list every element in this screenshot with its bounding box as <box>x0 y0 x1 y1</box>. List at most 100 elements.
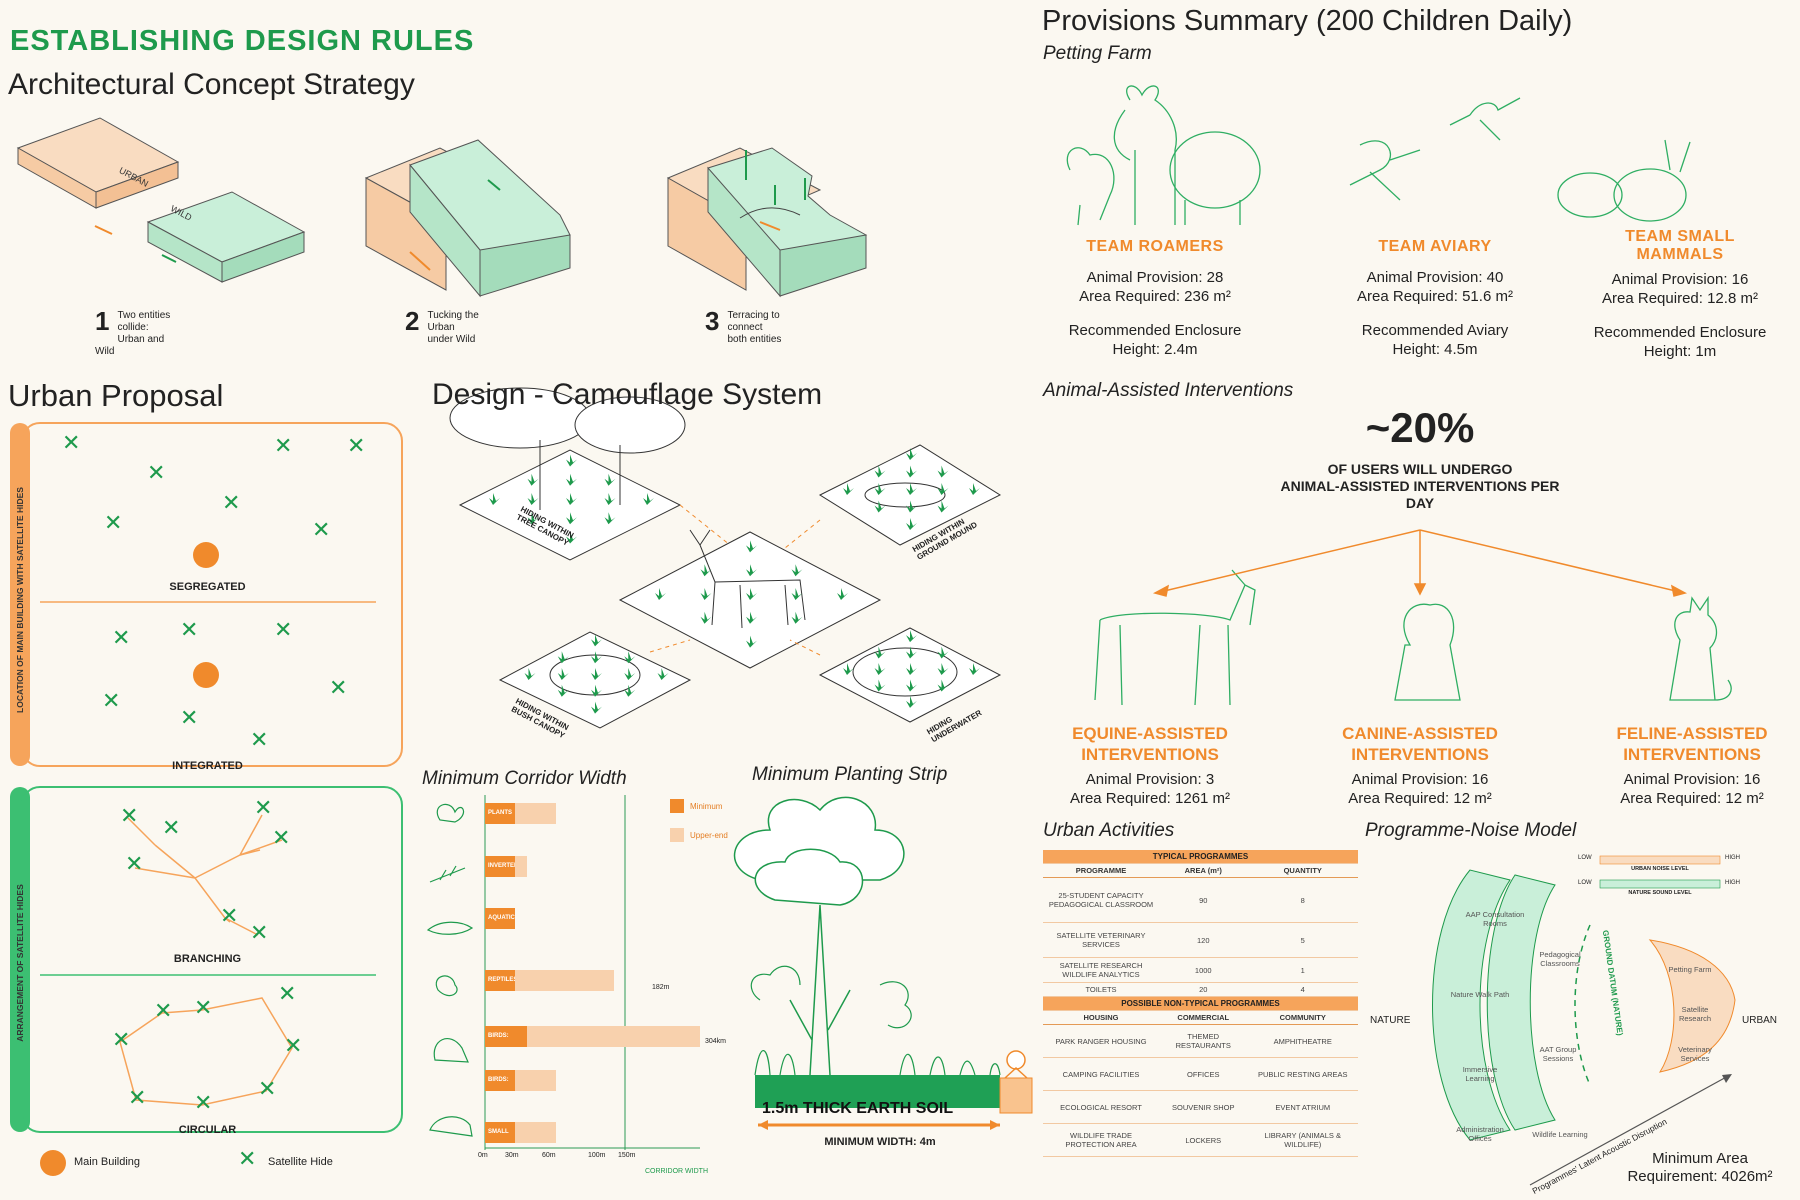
tick-label: 100m <box>588 1152 606 1159</box>
soil-label: 1.5m THICK EARTH SOIL <box>762 1100 954 1117</box>
team-roamers: TEAM ROAMERS Animal Provision: 28 Area R… <box>1040 238 1270 359</box>
aai-arrows <box>1152 529 1688 597</box>
aai-name: FELINE-ASSISTED <box>1616 724 1768 743</box>
concept-step-1: 1 Two entities collide: Urban and Wild <box>95 306 182 358</box>
bar-label-304: 304km <box>705 1038 727 1045</box>
legend-upper-label: Upper-end <box>690 831 728 840</box>
satellite-hide-icon: ✕ <box>222 490 241 515</box>
panel-branching-label: BRANCHING <box>173 953 242 965</box>
corridor-icons <box>426 803 474 1137</box>
main-building-dot <box>193 542 219 568</box>
concept-title: Architectural Concept Strategy <box>8 68 415 101</box>
aai-desc-line: ANIMAL-ASSISTED INTERVENTIONS PER <box>1280 478 1560 494</box>
satellite-hide-icon: ✕ <box>147 460 166 485</box>
nature-side-label: NATURE <box>1370 1015 1411 1026</box>
planting-strip-illustration <box>733 796 1033 1130</box>
satellite-hide-icon: ✕ <box>180 705 199 730</box>
aai-provision: Animal Provision: 16 <box>1623 771 1761 788</box>
satellite-hide-icon: ✕ <box>112 625 131 650</box>
col-header: PROGRAMME <box>1043 863 1159 878</box>
bar-minimum: PLANTS <box>485 803 515 824</box>
table-row: SATELLITE RESEARCH WILDLIFE ANALYTICS 100… <box>1043 957 1358 983</box>
satellite-hide-icon: ✕ <box>162 815 181 840</box>
team-height: Height: 4.5m <box>1392 341 1478 358</box>
aai-equine: EQUINE-ASSISTED INTERVENTIONS Animal Pro… <box>1030 723 1270 808</box>
bar-label-182: 182m <box>652 984 670 991</box>
step-number: 2 <box>405 306 420 336</box>
tick-label: 0m <box>478 1152 488 1159</box>
provisions-title: Provisions Summary (200 Children Daily) <box>1042 5 1573 37</box>
aai-area: Area Required: 12 m² <box>1348 790 1492 807</box>
col-header: COMMERCIAL <box>1159 1010 1248 1025</box>
programme-label: Administration Offices <box>1456 1125 1504 1143</box>
step-text: under Wild <box>427 334 476 345</box>
team-recommendation: Recommended Enclosure <box>1593 324 1767 341</box>
table-row: 25-STUDENT CAPACITY PEDAGOGICAL CLASSROO… <box>1043 877 1358 923</box>
aai-name-line2: INTERVENTIONS <box>1351 745 1489 764</box>
corridor-axis-title: CORRIDOR WIDTH <box>645 1168 708 1175</box>
bar-upper <box>485 970 614 991</box>
satellite-hide-icon: ✕ <box>272 825 291 850</box>
branching-lines <box>127 814 283 936</box>
table-cell: 1 <box>1247 957 1358 983</box>
team-provision: Animal Provision: 28 <box>1086 269 1224 286</box>
satellite-hide-icon: ✕ <box>194 1090 213 1115</box>
step-text: Terracing to connect <box>727 310 780 333</box>
tick-label: 150m <box>618 1152 636 1159</box>
petting-farm-label: Petting Farm <box>1043 43 1152 64</box>
team-aviary: TEAM AVIARY Animal Provision: 40 Area Re… <box>1320 238 1550 359</box>
aai-name: EQUINE-ASSISTED <box>1072 724 1228 743</box>
aai-area: Area Required: 12 m² <box>1620 790 1764 807</box>
satellite-hide-icon: ✕ <box>284 1033 303 1058</box>
min-area: Minimum Area Requirement: 4026m² <box>1600 1150 1800 1186</box>
col-header: AREA (m²) <box>1159 863 1248 878</box>
table-cell: SATELLITE RESEARCH WILDLIFE ANALYTICS <box>1043 957 1159 983</box>
side-label-arrangement: ARRANGEMENT OF SATELLITE HIDES <box>15 884 25 1042</box>
satellite-hide-icon: ✕ <box>180 617 199 642</box>
step-text: Tucking the Urban <box>427 310 479 333</box>
satellite-hide-icon: ✕ <box>220 903 239 928</box>
legend-satellite-hide-label: Satellite Hide <box>268 1156 333 1168</box>
table-cell: PUBLIC RESTING AREAS <box>1247 1057 1358 1091</box>
table-row: CAMPING FACILITIES OFFICES PUBLIC RESTING … <box>1043 1057 1358 1091</box>
team-name: TEAM AVIARY <box>1378 238 1492 255</box>
concept-step3-diagram <box>666 147 868 298</box>
satellite-hide-icon: ✕ <box>250 727 269 752</box>
table-cell: LIBRARY (ANIMALS & WILDLIFE) <box>1247 1123 1358 1157</box>
satellite-hide-icon: ✕ <box>274 433 293 458</box>
satellite-hide-icon: ✕ <box>102 688 121 713</box>
satellite-hide-icon: ✕ <box>62 430 81 455</box>
team-provision: Animal Provision: 16 <box>1611 271 1749 288</box>
min-width-label: MINIMUM WIDTH: 4m <box>824 1136 936 1148</box>
legend-minimum-label: Minimum <box>690 802 723 811</box>
aai-provision: Animal Provision: 3 <box>1085 771 1215 788</box>
team-area: Area Required: 51.6 m² <box>1357 288 1513 305</box>
satellite-hide-icon: ✕ <box>128 1085 147 1110</box>
concept-step2-diagram <box>364 139 571 298</box>
rules-title: ESTABLISHING DESIGN RULES <box>10 25 475 57</box>
legend-satellite-hide-icon: ✕ <box>238 1146 257 1171</box>
aai-description: OF USERS WILL UNDERGO ANIMAL-ASSISTED IN… <box>1240 461 1600 512</box>
satellite-hide-icon: ✕ <box>274 617 293 642</box>
satellite-hide-icon: ✕ <box>258 1076 277 1101</box>
col-header: QUANTITY <box>1247 863 1358 878</box>
camouflage-title: Design - Camouflage System <box>432 378 823 411</box>
satellite-hide-icon: ✕ <box>254 795 273 820</box>
team-provision: Animal Provision: 40 <box>1366 269 1504 286</box>
aai-name-line2: INTERVENTIONS <box>1623 745 1761 764</box>
noise-high-label: HIGH <box>1725 855 1740 861</box>
table-cell: 120 <box>1159 922 1248 958</box>
table-row: TOILETS 20 4 <box>1043 982 1358 997</box>
legend-minimum-swatch <box>670 799 684 813</box>
table-cell: LOCKERS <box>1159 1123 1248 1157</box>
table-row: PARK RANGER HOUSING THEMED RESTAURANTS AMP… <box>1043 1024 1358 1058</box>
min-area-line: Minimum Area <box>1652 1150 1748 1167</box>
animal-illustrations <box>1066 85 1732 706</box>
programme-label: Satellite Research <box>1678 1005 1712 1023</box>
bar-minimum: BIRDS: EDGE SPECIES <box>485 1070 515 1091</box>
concept-step-2: 2 Tucking the Urban under Wild <box>405 306 486 346</box>
aai-name-line2: INTERVENTIONS <box>1081 745 1219 764</box>
plant-tufts <box>489 448 980 714</box>
table-cell: EVENT ATRIUM <box>1247 1090 1358 1124</box>
satellite-hide-icon: ✕ <box>120 803 139 828</box>
